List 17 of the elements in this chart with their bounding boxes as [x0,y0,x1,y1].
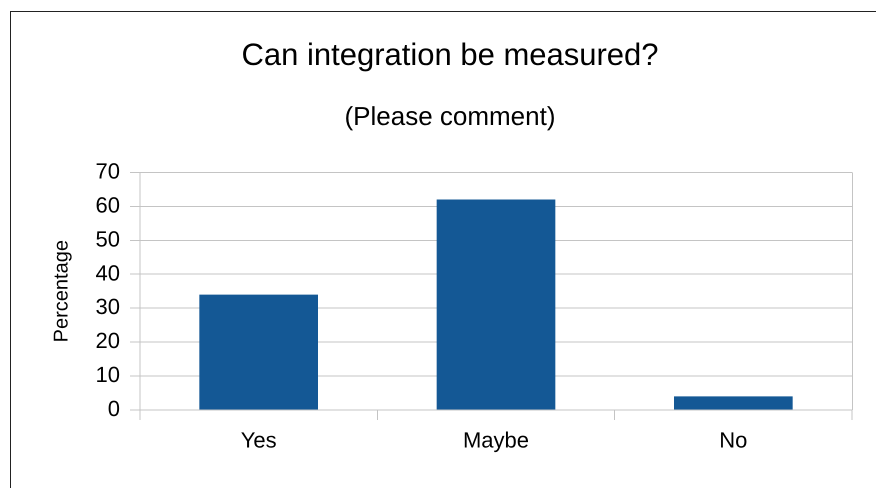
y-tick-label: 50 [96,226,120,252]
bar [674,396,793,410]
y-tick-label: 30 [96,294,120,320]
x-tick-label: Maybe [462,427,530,452]
y-tick-label: 60 [96,192,120,218]
bar [436,200,556,410]
x-tick-label: No [719,427,748,452]
chart-subtitle: (Please comment) [344,100,556,131]
y-tick-label: 40 [96,260,120,286]
bar [199,294,318,410]
x-tick-label: Yes [240,427,277,452]
y-tick-label: 20 [96,328,120,354]
y-axis-title: Percentage [50,240,73,342]
y-tick-label: 10 [96,362,120,388]
chart-title: Can integration be measured? [241,37,659,72]
y-tick-label: 0 [108,396,120,422]
y-tick-label: 70 [96,158,120,184]
